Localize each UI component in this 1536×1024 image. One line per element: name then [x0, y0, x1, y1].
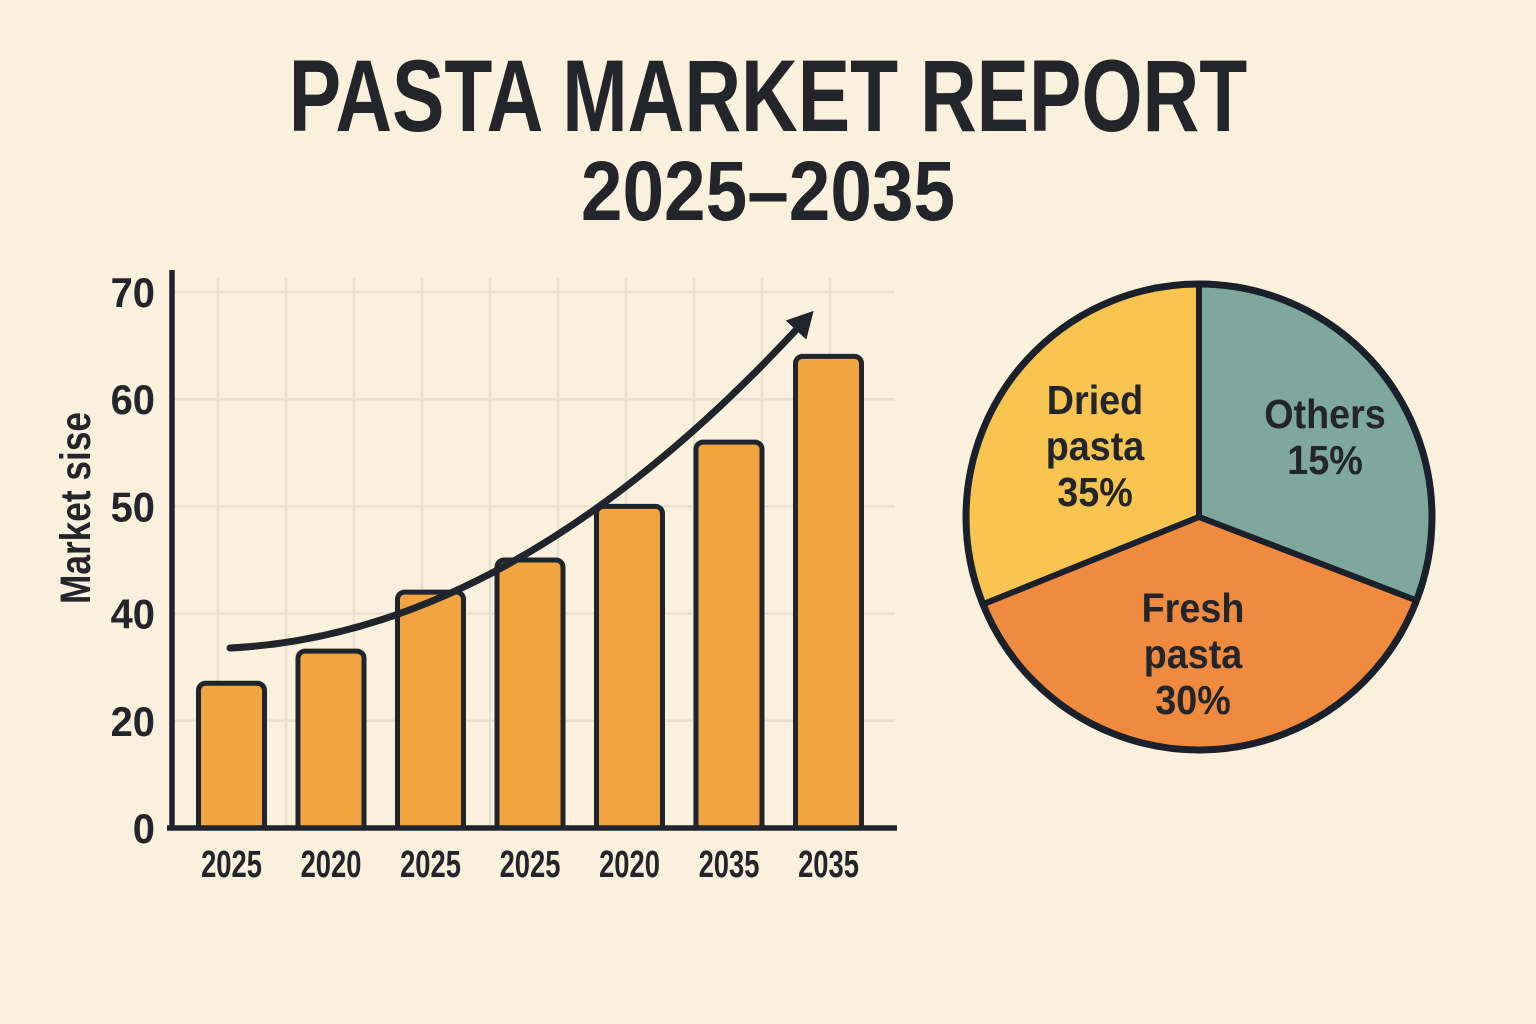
x-tick-label: 2035 [699, 844, 760, 886]
bar-2025-2 [395, 589, 466, 828]
y-tick-label: 70 [111, 269, 155, 316]
pie-label-others: Others 15% [1247, 391, 1403, 483]
page-subtitle: 2025–2035 [580, 144, 956, 238]
y-tick-label: 40 [111, 591, 155, 638]
x-tick-label: 2025 [400, 844, 461, 886]
pie-label-fresh-pasta: Fresh pasta 30% [1115, 585, 1271, 723]
bar-chart: 2025 2020 2025 2025 2020 2035 2035 70 60 50 40 20 0 M… [52, 269, 897, 886]
y-tick-label: 60 [111, 376, 155, 423]
page-title: PASTA MARKET REPORT [288, 39, 1248, 153]
x-tick-label: 2025 [201, 844, 262, 886]
trend-arrow-head [785, 310, 814, 340]
bar-2025-3 [494, 557, 566, 828]
pie-slice-pct: 15% [1287, 437, 1363, 483]
bar-2020-4 [594, 503, 665, 828]
pie-label-dried-pasta: Dried pasta 35% [1017, 377, 1173, 515]
pie-slice-pct: 35% [1057, 469, 1133, 515]
y-tick-label: 20 [111, 698, 155, 745]
y-tick-label: 50 [111, 483, 155, 530]
x-tick-label: 2020 [599, 844, 660, 886]
y-tick-label: 0 [133, 805, 155, 852]
pie-slice-name: Others [1264, 391, 1386, 437]
bar-2020-1 [295, 648, 367, 828]
bar-2035-6 [793, 353, 864, 828]
x-tick-label: 2035 [798, 844, 859, 886]
pie-slice-name: Fresh pasta [1141, 585, 1245, 677]
trend-arrow-line [226, 326, 800, 652]
x-tick-label: 2020 [301, 844, 362, 886]
pie-outline [962, 280, 1436, 754]
pie-slice-pct: 30% [1155, 677, 1231, 723]
pie-slice-name: Dried pasta [1045, 377, 1145, 469]
y-axis-title: Market sise [52, 412, 100, 604]
pie-chart [962, 280, 1436, 754]
x-tick-label: 2025 [500, 844, 561, 886]
bar-2025-0 [196, 680, 267, 828]
bar-2035-5 [693, 439, 765, 828]
